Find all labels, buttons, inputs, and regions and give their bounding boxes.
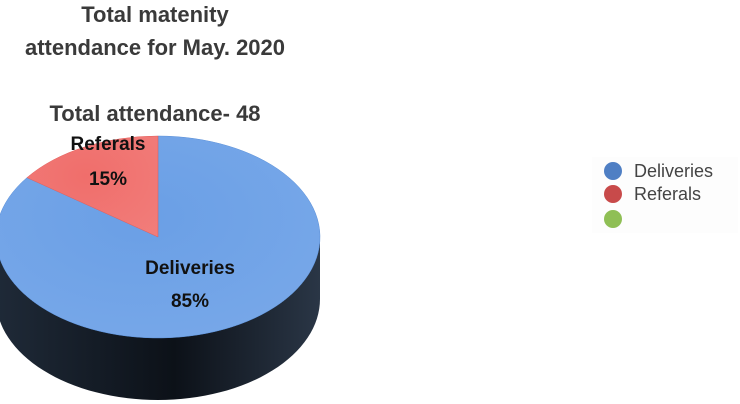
chart-legend: Deliveries Referals: [592, 157, 738, 233]
chart-title-line-2: attendance for May. 2020: [24, 35, 286, 60]
chart-title-line-1: Total matenity: [81, 2, 229, 27]
referals-label-value: 15%: [88, 169, 128, 190]
pie-slice-referals: [26, 135, 159, 238]
pie-side-3d: [0, 237, 320, 400]
pie-slice-deliveries: [0, 135, 321, 339]
legend-marker-unnamed: [604, 210, 622, 228]
legend-label-referals: Referals: [634, 183, 702, 204]
legend-item-unnamed: [604, 208, 634, 230]
referals-label-name: Referals: [70, 134, 146, 155]
chart-subtitle: Total attendance- 48: [49, 101, 261, 126]
deliveries-data-label: Deliveries 85%: [125, 254, 255, 317]
deliveries-label-value: 85%: [170, 291, 210, 312]
deliveries-label-name: Deliveries: [145, 258, 235, 279]
legend-label-deliveries: Deliveries: [634, 160, 714, 181]
legend-marker-deliveries: [604, 162, 622, 180]
legend-marker-referals: [604, 185, 622, 203]
legend-item-referals: Referals: [604, 183, 701, 205]
legend-item-deliveries: Deliveries: [604, 160, 713, 182]
referals-data-label: Referals 15%: [58, 130, 158, 195]
